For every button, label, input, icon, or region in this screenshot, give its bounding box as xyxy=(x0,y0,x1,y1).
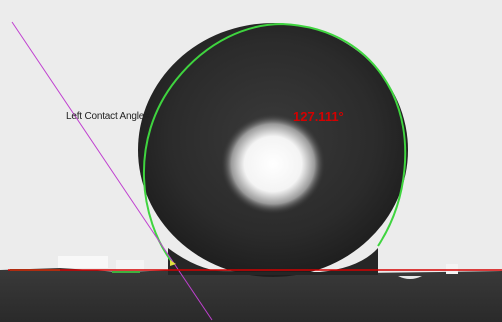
droplet-base xyxy=(168,248,378,275)
substrate-speck xyxy=(116,260,144,270)
substrate-speck xyxy=(446,264,458,274)
contact-point-marker xyxy=(170,260,176,266)
droplet-highlight xyxy=(221,114,325,214)
substrate xyxy=(0,268,502,322)
contact-angle-value: 127.111° xyxy=(293,109,344,124)
droplet-fit-outline xyxy=(142,22,407,263)
left-contact-angle-label: Left Contact Angle= xyxy=(66,111,150,122)
substrate-speck xyxy=(398,276,422,279)
substrate-speck xyxy=(58,256,108,268)
